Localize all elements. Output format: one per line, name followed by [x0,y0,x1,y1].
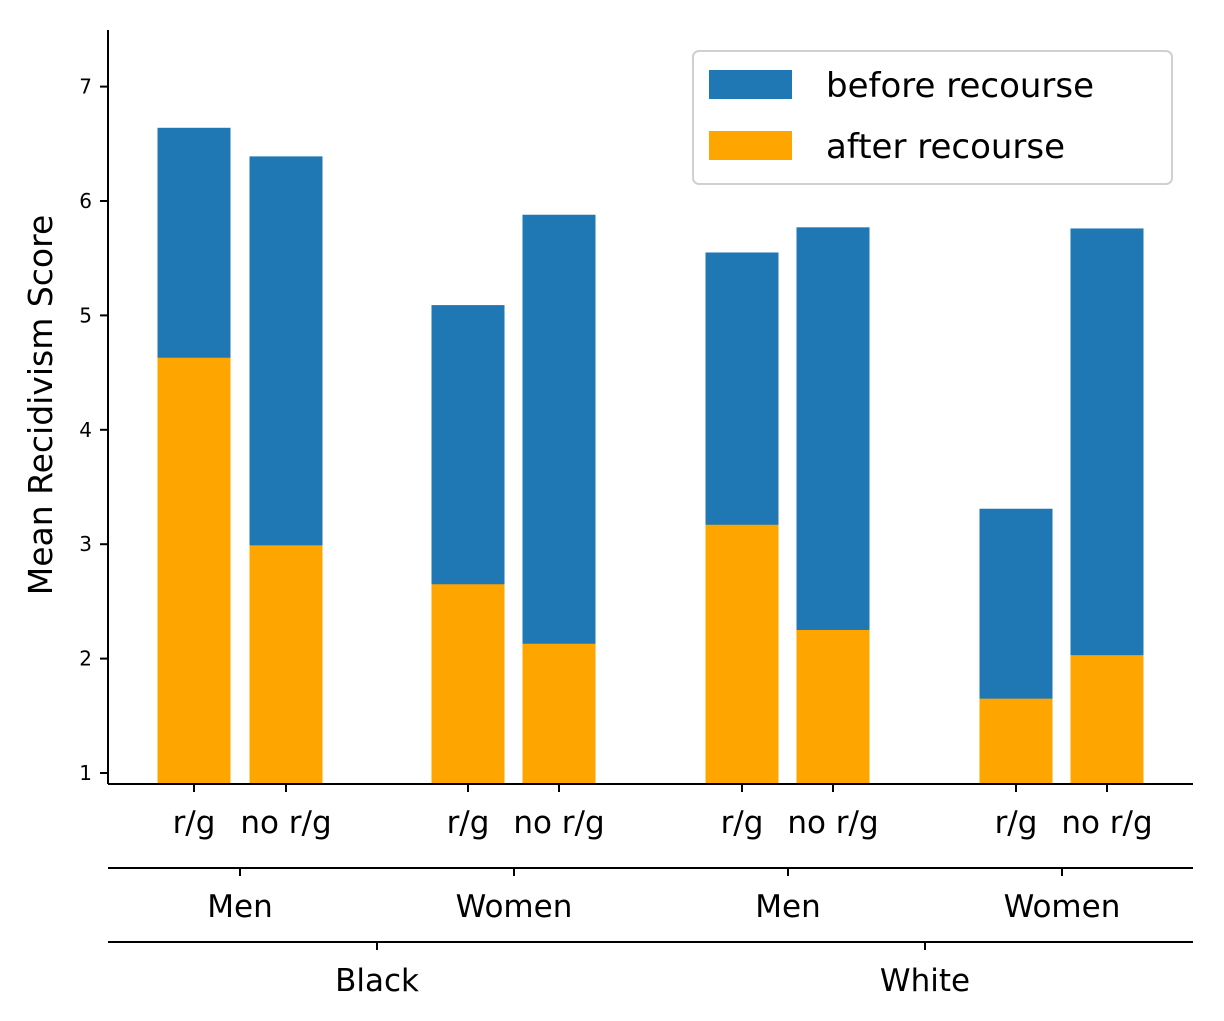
legend-swatch [709,131,792,160]
x-category-label: r/g [721,805,764,841]
subgroup-label: Men [755,889,820,925]
bar-after-recourse [157,357,231,784]
bar-after-recourse [249,545,323,784]
legend-swatch [709,70,792,99]
x-category-label: no r/g [513,805,604,841]
x-category-label: r/g [447,805,490,841]
x-category-label: no r/g [240,805,331,841]
labels-layer: 1 2 3 4 5 6 7 r/g no r/g r/g no r/g r/g no r/g r/g no … [79,75,1152,999]
y-tick-label: 1 [79,761,92,785]
subgroup-label: Women [1004,889,1121,925]
legend: before recourse after recourse [692,50,1173,185]
subgroup-label: Women [456,889,573,925]
bar-after-recourse [979,698,1053,784]
bars-layer [157,127,1144,785]
bar-after-recourse [705,524,779,784]
axes-layer [100,30,1193,950]
group-label: Black [335,963,419,999]
bar-after-recourse [431,584,505,784]
x-category-label: no r/g [1061,805,1152,841]
subgroup-label: Men [207,889,272,925]
group-label: White [880,963,970,999]
y-tick-label: 6 [79,189,92,213]
bar-after-recourse [522,643,596,784]
legend-label: before recourse [826,66,1094,106]
x-category-label: r/g [995,805,1038,841]
bar-after-recourse [796,630,870,784]
x-category-label: no r/g [787,805,878,841]
y-tick-label: 2 [79,647,92,671]
bar-after-recourse [1070,655,1144,784]
y-axis-title: Mean Recidivism Score [21,215,60,596]
x-category-label: r/g [173,805,216,841]
legend-box [692,50,1173,185]
y-tick-label: 4 [79,418,92,442]
legend-label: after recourse [826,127,1065,167]
y-tick-label: 3 [79,532,92,556]
y-tick-label: 7 [79,75,92,99]
y-tick-label: 5 [79,303,92,327]
